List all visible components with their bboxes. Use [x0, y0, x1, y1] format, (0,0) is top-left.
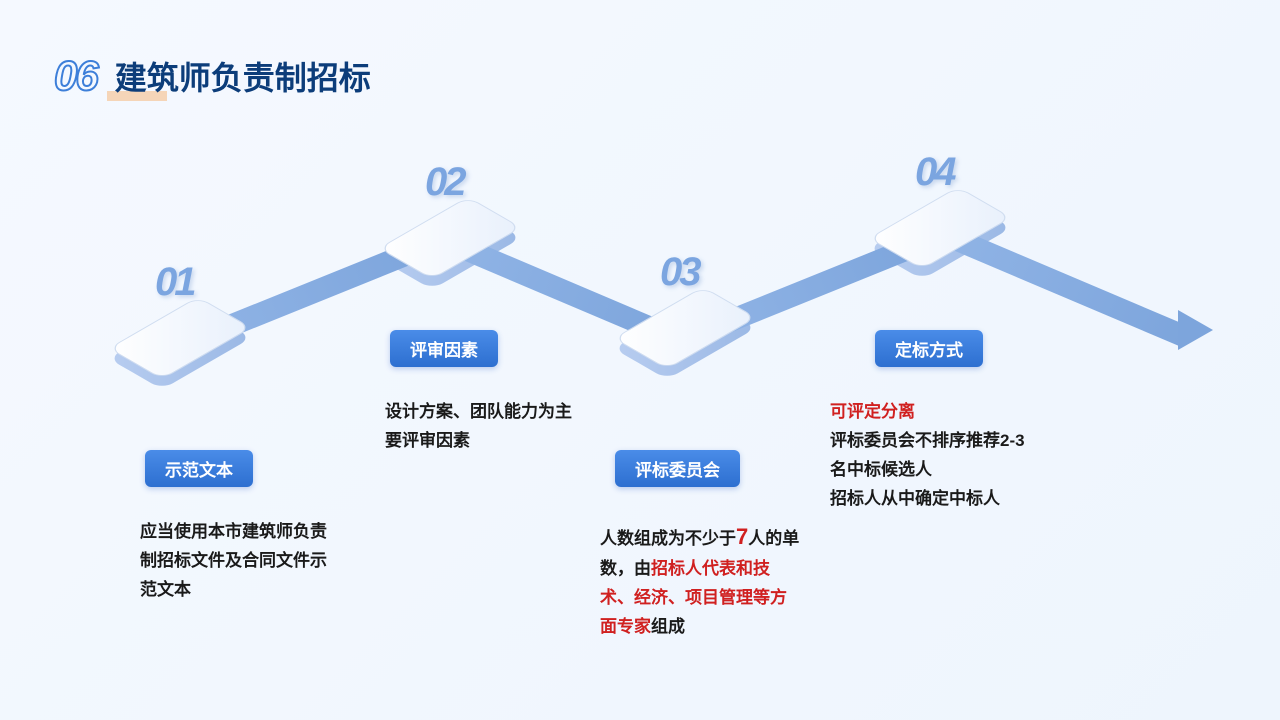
node-tag-wrap: 定标方式	[875, 330, 983, 367]
node-body: 可评定分离评标委员会不排序推荐2-3名中标候选人招标人从中确定中标人	[830, 380, 1030, 514]
node-tag-wrap: 评标委员会	[615, 450, 740, 487]
section-number: 06	[54, 52, 97, 100]
node-number: 04	[915, 150, 954, 195]
flow-node: 03	[625, 280, 745, 400]
flow-node: 02	[390, 190, 510, 310]
node-tag: 定标方式	[875, 330, 983, 367]
node-tag: 评标委员会	[615, 450, 740, 487]
node-tag-wrap: 示范文本	[145, 450, 253, 487]
node-body: 应当使用本市建筑师负责制招标文件及合同文件示范文本	[140, 500, 340, 605]
node-body: 设计方案、团队能力为主要评审因素	[385, 380, 585, 456]
node-number: 01	[155, 260, 194, 305]
node-tag: 示范文本	[145, 450, 253, 487]
flow-node: 04	[880, 180, 1000, 300]
node-number: 03	[660, 250, 699, 295]
node-tag: 评审因素	[390, 330, 498, 367]
slide-header: 06 建筑师负责制招标	[54, 52, 371, 100]
flow-diagram: 01 示范文本应当使用本市建筑师负责制招标文件及合同文件示范文本 02 评审因素设计方…	[60, 140, 1220, 660]
flow-node: 01	[120, 290, 240, 410]
section-title: 建筑师负责制招标	[115, 53, 371, 99]
node-body: 人数组成为不少于7人的单数，由招标人代表和技术、经济、项目管理等方面专家组成	[600, 500, 800, 642]
node-number: 02	[425, 160, 464, 205]
arrow-head	[1178, 310, 1213, 350]
node-tag-wrap: 评审因素	[390, 330, 498, 367]
